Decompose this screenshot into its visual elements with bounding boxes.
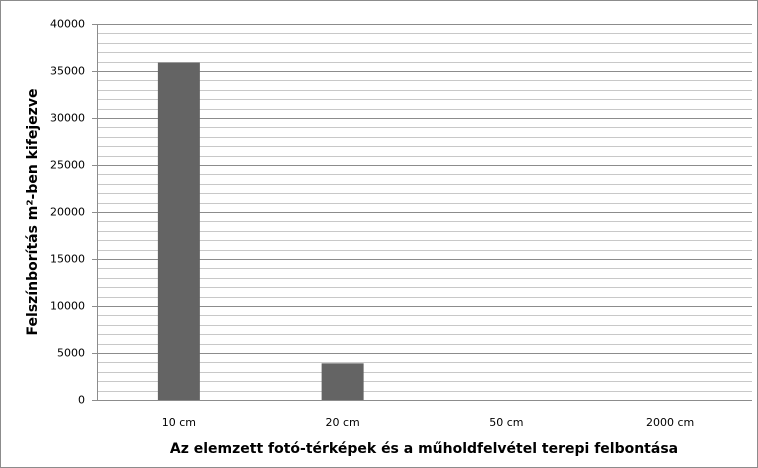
x-tick-label: 10 cm [162,416,196,429]
y-tick-label: 5000 [57,347,85,360]
x-tick-label: 50 cm [489,416,523,429]
y-tick-label: 30000 [50,112,85,125]
y-tick-label: 15000 [50,253,85,266]
x-tick-label: 20 cm [325,416,359,429]
y-tick-label: 40000 [50,18,85,31]
x-tick-label: 2000 cm [646,416,694,429]
y-axis-label: Felszínborítás m²-ben kifejezve [25,89,41,336]
bar [321,363,364,400]
y-tick-label: 0 [78,394,85,407]
y-tick-label: 35000 [50,65,85,78]
y-tick-label: 20000 [50,206,85,219]
bar [157,62,200,400]
x-axis-label: Az elemzett fotó-térképek és a műholdfel… [170,441,678,457]
y-tick-label: 25000 [50,159,85,172]
y-tick-label: 10000 [50,300,85,313]
